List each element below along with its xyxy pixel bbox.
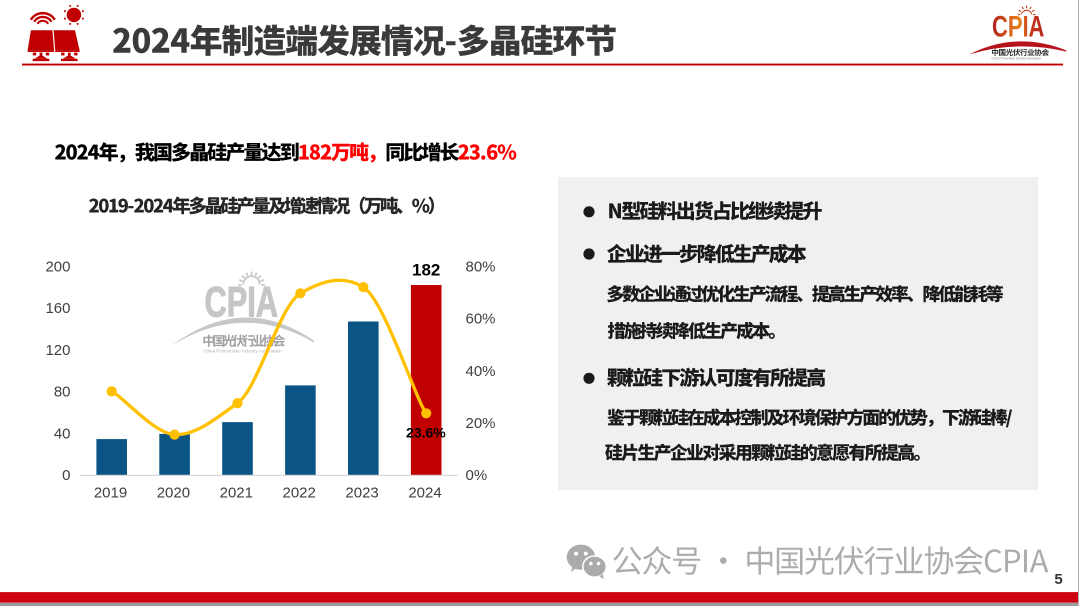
svg-text:23.6%: 23.6%	[406, 424, 446, 440]
svg-text:60%: 60%	[466, 311, 496, 328]
svg-text:2024: 2024	[408, 484, 441, 501]
svg-text:80%: 80%	[466, 259, 496, 276]
svg-text:120: 120	[45, 342, 70, 359]
svg-text:80: 80	[54, 384, 71, 401]
svg-text:160: 160	[45, 300, 70, 317]
svg-text:2023: 2023	[345, 484, 378, 501]
svg-text:2019: 2019	[94, 484, 127, 501]
svg-text:40%: 40%	[466, 363, 496, 380]
svg-text:China Photovoltaic Industry As: China Photovoltaic Industry Association	[203, 348, 282, 353]
svg-text:China Photovoltaic Industry As: China Photovoltaic Industry Association	[991, 55, 1041, 60]
svg-text:200: 200	[45, 259, 70, 276]
svg-text:20%: 20%	[466, 415, 496, 432]
svg-text:2021: 2021	[220, 484, 253, 501]
svg-text:5: 5	[1054, 571, 1062, 588]
svg-text:182: 182	[412, 260, 440, 279]
svg-text:0: 0	[62, 467, 70, 484]
svg-text:0%: 0%	[466, 467, 488, 484]
svg-text:2022: 2022	[283, 484, 316, 501]
svg-text:2020: 2020	[157, 484, 190, 501]
svg-text:40: 40	[54, 425, 71, 442]
svg-text:CPIA: CPIA	[992, 10, 1044, 43]
